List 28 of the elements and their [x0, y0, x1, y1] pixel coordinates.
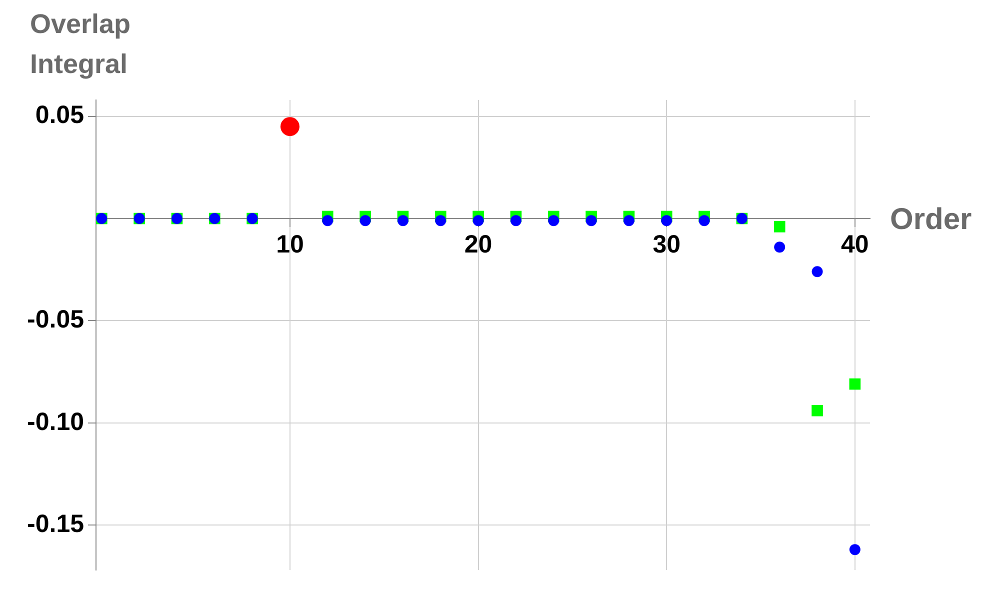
- point: [623, 215, 634, 226]
- x-tick-label: 40: [841, 230, 869, 258]
- y-tick-label: -0.15: [27, 510, 84, 538]
- point: [698, 215, 710, 226]
- point: [849, 544, 860, 556]
- point: [548, 215, 560, 226]
- point: [586, 215, 597, 226]
- y-axis-title: Overlap Integral: [30, 8, 132, 81]
- point: [774, 242, 786, 253]
- point: [774, 221, 786, 232]
- x-tick-label: 10: [276, 230, 304, 258]
- x-axis-title: Order: [890, 203, 972, 237]
- point: [435, 215, 446, 226]
- y-tick-label: 0.05: [35, 101, 84, 130]
- point: [322, 215, 334, 226]
- point: [472, 215, 484, 226]
- point: [280, 117, 300, 136]
- point: [510, 215, 522, 226]
- point: [849, 378, 861, 390]
- y-tick-label: -0.10: [27, 408, 84, 436]
- point: [397, 215, 408, 226]
- point: [360, 215, 371, 226]
- point: [661, 215, 672, 226]
- x-tick-label: 20: [464, 230, 492, 258]
- y-tick-label: -0.05: [27, 306, 84, 334]
- point: [812, 404, 823, 416]
- x-tick-label: 30: [652, 230, 681, 258]
- point: [812, 266, 823, 278]
